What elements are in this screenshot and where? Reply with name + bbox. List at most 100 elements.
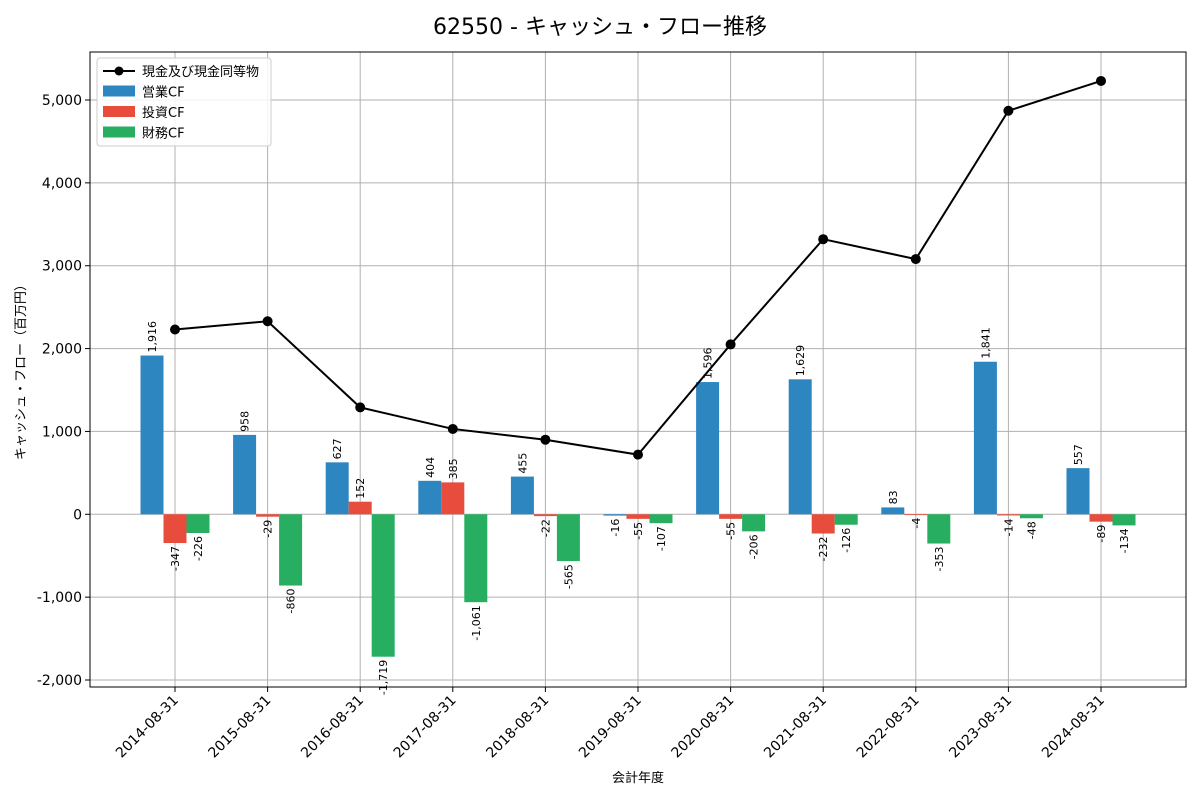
bar-財務CF — [1112, 514, 1136, 526]
x-tick-label: 2022-08-31 — [854, 693, 923, 762]
bar-財務CF — [464, 514, 488, 603]
y-tick-label: -1,000 — [37, 590, 82, 606]
bar-value-label: 404 — [424, 457, 437, 478]
bar-営業CF — [696, 382, 720, 515]
cash-balance-point — [447, 423, 458, 434]
legend-swatch — [103, 85, 135, 97]
y-tick-label: 1,000 — [42, 424, 82, 440]
bar-投資CF — [811, 514, 835, 534]
bar-value-label: -232 — [817, 537, 830, 562]
legend-box — [96, 57, 272, 147]
bar-value-label: -22 — [539, 519, 552, 537]
bar-value-label: 557 — [1072, 444, 1085, 465]
cash-balance-point — [540, 434, 551, 445]
bar-value-label: -4 — [910, 518, 923, 529]
bar-value-label: 1,596 — [702, 348, 715, 380]
bar-営業CF — [881, 507, 905, 515]
bar-投資CF — [626, 514, 650, 519]
bar-営業CF — [140, 355, 164, 515]
x-tick-label: 2018-08-31 — [483, 693, 552, 762]
cash-balance-point — [725, 339, 736, 350]
bar-value-label: -347 — [169, 546, 182, 571]
bar-value-label: 1,841 — [979, 327, 992, 359]
bar-value-label: -55 — [632, 522, 645, 540]
legend-swatch-marker — [114, 66, 124, 76]
legend-swatch — [103, 106, 135, 117]
bar-営業CF — [233, 434, 257, 515]
x-tick-label: 2020-08-31 — [669, 693, 738, 762]
y-tick-label: 2,000 — [42, 342, 82, 358]
bar-value-label: 83 — [887, 490, 900, 504]
legend-label: 投資CF — [142, 105, 185, 121]
bar-営業CF — [973, 361, 997, 515]
bar-value-label: 385 — [447, 458, 460, 479]
bar-value-label: -16 — [609, 519, 622, 537]
bar-投資CF — [256, 514, 280, 517]
bar-財務CF — [279, 514, 303, 586]
bar-営業CF — [603, 514, 627, 516]
x-tick-label: 2014-08-31 — [113, 693, 182, 762]
bar-value-label: -48 — [1025, 521, 1038, 539]
legend-label: 営業CF — [142, 85, 185, 101]
bar-投資CF — [719, 514, 743, 519]
y-axis-label: キャッシュ・フロー（百万円） — [14, 278, 29, 460]
chart-title: 62550 - キャッシュ・フロー推移 — [433, 15, 767, 40]
bar-投資CF — [1089, 514, 1113, 522]
bar-財務CF — [1019, 514, 1043, 519]
cash-balance-point — [1003, 105, 1014, 116]
bar-value-label: 152 — [354, 478, 367, 499]
bar-value-label: -1,719 — [377, 660, 390, 695]
bar-value-label: -206 — [748, 534, 761, 559]
legend-label: 現金及び現金同等物 — [142, 64, 259, 80]
bar-value-label: 455 — [516, 453, 529, 474]
grid-layer — [90, 52, 1186, 687]
bar-value-label: 958 — [239, 411, 252, 432]
bar-営業CF — [510, 476, 534, 515]
bars-layer — [140, 355, 1136, 657]
bar-value-label: 1,916 — [146, 321, 159, 353]
bar-営業CF — [418, 480, 442, 515]
bar-value-label: -89 — [1095, 525, 1108, 543]
bar-value-label: -107 — [655, 526, 668, 551]
x-tick-label: 2024-08-31 — [1039, 693, 1108, 762]
cash-balance-point — [262, 316, 273, 327]
cash-balance-point — [818, 234, 829, 245]
bar-投資CF — [904, 514, 928, 516]
bar-value-label: -29 — [262, 520, 275, 538]
bar-value-label: 1,629 — [794, 345, 807, 377]
bar-value-label: -14 — [1002, 518, 1015, 536]
x-tick-label: 2023-08-31 — [946, 693, 1015, 762]
y-tick-label: -2,000 — [37, 673, 82, 689]
x-tick-label: 2016-08-31 — [298, 693, 367, 762]
bar-財務CF — [556, 514, 580, 562]
bar-value-label: -565 — [562, 564, 575, 589]
cash-balance-point — [910, 254, 921, 265]
bar-財務CF — [834, 514, 858, 525]
bar-value-label: -1,061 — [470, 605, 483, 640]
bar-value-label: -126 — [840, 528, 853, 553]
bar-投資CF — [533, 514, 557, 517]
bar-labels-layer: 1,916 958 627 404 455 -16 1,596 1,629 83 1,841 557… — [146, 321, 1131, 695]
x-tick-label: 2017-08-31 — [391, 693, 460, 762]
bar-value-label: -226 — [192, 536, 205, 561]
bar-営業CF — [1066, 468, 1090, 515]
bar-投資CF — [996, 514, 1020, 516]
y-tick-label: 5,000 — [42, 93, 82, 109]
x-tick-label: 2015-08-31 — [206, 693, 275, 762]
axes-layer: -2,000 -1,000 0 1,000 2,000 3,000 4,000 5,000 20… — [37, 51, 1187, 762]
cash-balance-point — [1096, 75, 1106, 86]
legend-swatch — [103, 126, 135, 138]
bar-財務CF — [371, 514, 395, 657]
bar-投資CF — [163, 514, 187, 544]
bar-投資CF — [348, 501, 372, 515]
plot-frame — [89, 51, 1187, 688]
cash-balance-point — [170, 324, 180, 335]
bar-投資CF — [441, 482, 465, 515]
x-tick-label: 2021-08-31 — [761, 693, 830, 762]
bar-財務CF — [186, 514, 210, 534]
bar-財務CF — [742, 514, 766, 532]
bar-営業CF — [788, 379, 812, 515]
x-axis-label: 会計年度 — [612, 770, 664, 786]
